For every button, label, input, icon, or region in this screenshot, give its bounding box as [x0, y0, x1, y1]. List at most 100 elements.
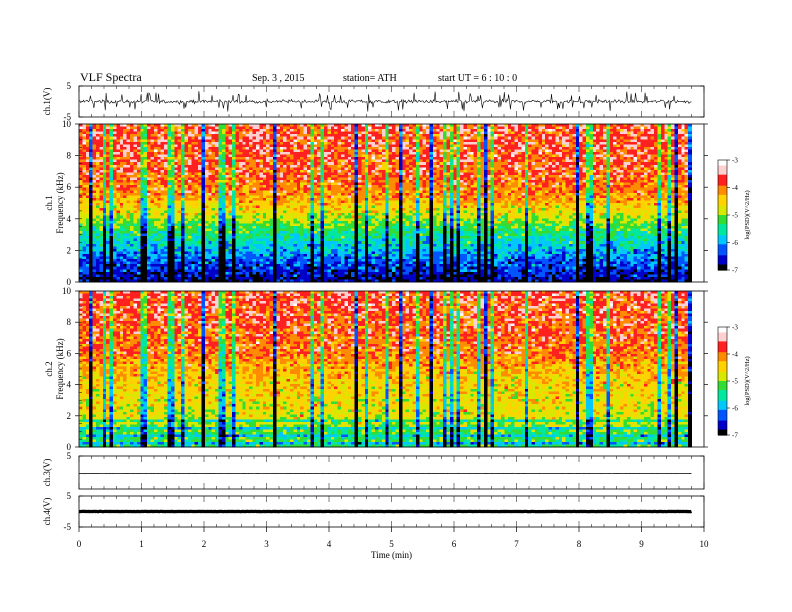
spectrogram-cell [497, 129, 502, 133]
spectrogram-cell [255, 124, 260, 128]
spectrogram-cell [657, 139, 662, 143]
spectrogram-cell [504, 136, 509, 140]
spectrogram-cell [96, 152, 101, 156]
spectrogram-cell [337, 134, 342, 138]
spectrogram-cell [409, 136, 414, 140]
spectrogram-cell [538, 157, 543, 161]
spectrogram-cell [293, 131, 298, 135]
spectrogram-cell [606, 144, 611, 148]
spectrogram-cell [89, 141, 94, 145]
spectrogram-cell [324, 154, 328, 158]
spectrogram-cell [109, 141, 114, 145]
spectrogram-cell [439, 124, 444, 128]
spectrogram-cell [688, 146, 693, 151]
spectrogram-cell [453, 136, 458, 140]
spectrogram-cell [487, 149, 492, 153]
spectrogram-cell [633, 136, 638, 140]
spectrogram-cell [361, 131, 366, 135]
spectrogram-cell [466, 129, 471, 133]
spectrogram-cell [150, 157, 155, 161]
spectrogram-cell [446, 124, 451, 128]
spectrogram-cell [541, 124, 546, 128]
spectrogram-cell [123, 144, 128, 148]
spectrogram-cell [664, 146, 669, 151]
spectrogram-cell [633, 146, 638, 151]
spectrogram-cell [579, 124, 584, 128]
spectrogram-cell [106, 152, 111, 156]
spectrogram-cell [238, 141, 243, 145]
spectrogram-cell [368, 131, 373, 135]
spectrogram-cell [381, 154, 386, 158]
spectrogram-cell [460, 141, 465, 145]
spectrogram-cell [204, 134, 209, 138]
spectrogram-cell [279, 141, 284, 145]
spectrogram-cell [497, 152, 502, 156]
spectrogram-cell [235, 131, 240, 135]
spectrogram-cell [548, 141, 553, 145]
spectrogram-cell [181, 126, 186, 130]
spectrogram-cell [218, 154, 223, 158]
spectrogram-cell [582, 144, 587, 148]
spectrogram-cell [347, 124, 352, 128]
spectrogram-cell [334, 124, 339, 128]
spectrogram-cell [470, 141, 475, 145]
spectrogram-cell [487, 152, 492, 156]
spectrogram-cell [310, 154, 315, 158]
spectrogram-cell [170, 131, 175, 135]
spectrogram-cell [170, 129, 175, 133]
spectrogram-cell [449, 152, 454, 156]
spectrogram-cell [609, 146, 614, 151]
spectrogram-cell [184, 139, 189, 143]
spectrogram-cell [259, 146, 264, 151]
spectrogram-cell [528, 131, 533, 135]
spectrogram-cell [569, 141, 573, 145]
spectrogram-cell [473, 149, 478, 153]
spectrogram-cell [466, 144, 471, 148]
spectrogram-cell [422, 154, 427, 158]
spectrogram-cell [218, 126, 223, 130]
spectrogram-cell [603, 131, 608, 135]
spectrogram-cell [381, 141, 386, 145]
spectrogram-cell [317, 146, 322, 151]
spectrogram-cell [296, 131, 301, 135]
spectrogram-cell [337, 146, 342, 151]
spectrogram-cell [204, 139, 209, 143]
spectrogram-cell [405, 139, 410, 143]
spectrogram-cell [177, 136, 182, 140]
spectrogram-cell [303, 149, 308, 153]
spectrogram-cell [147, 149, 152, 153]
spectrogram-cell [504, 157, 509, 161]
spectrogram-cell [439, 134, 444, 138]
spectrogram-cell [286, 152, 291, 156]
spectrogram-cell [500, 157, 505, 161]
spectrogram-cell [276, 131, 281, 135]
spectrogram-cell [347, 154, 352, 158]
spectrogram-cell [116, 154, 121, 158]
spectrogram-cell [347, 152, 352, 156]
spectrogram-cell [354, 157, 359, 161]
spectrogram-cell [586, 131, 591, 135]
spectrogram-cell [412, 126, 417, 130]
spectrogram-cell [637, 124, 642, 128]
spectrogram-cell [388, 129, 393, 133]
spectrogram-cell [164, 126, 169, 130]
spectrogram-cell [99, 152, 104, 156]
spectrogram-cell [422, 139, 427, 143]
spectrogram-cell [514, 139, 519, 143]
spectrogram-cell [259, 129, 264, 133]
spectrogram-cell [167, 154, 172, 158]
spectrogram-cell [548, 149, 553, 153]
spectrogram-cell [647, 152, 652, 156]
spectrogram-cell [184, 134, 189, 138]
spectrogram-cell [660, 157, 665, 161]
spectrogram-cell [113, 141, 118, 145]
spectrogram-cell [524, 141, 529, 145]
spectrogram-cell [300, 146, 305, 151]
spectrogram-cell [562, 157, 567, 161]
spectrogram-cell [109, 152, 114, 156]
spectrogram-cell [514, 154, 519, 158]
spectrogram-cell [187, 144, 192, 148]
spectrogram-cell [562, 126, 567, 130]
spectrogram-cell [320, 154, 325, 158]
spectrogram-cell [266, 154, 271, 158]
